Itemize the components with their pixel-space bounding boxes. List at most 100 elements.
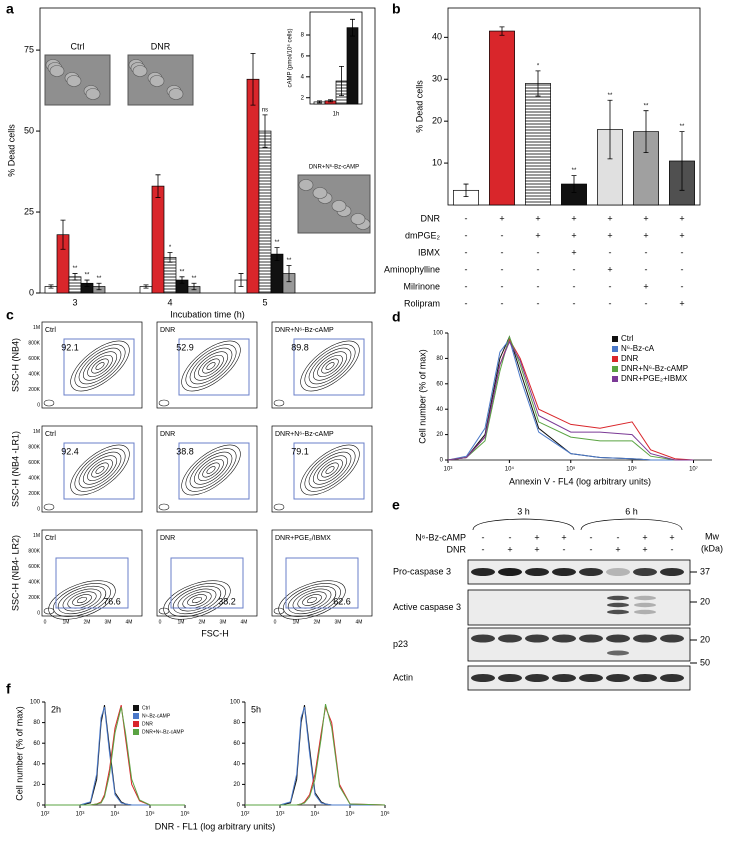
gate-percentage: 62.6 [333, 596, 351, 606]
treatment-sign: - [563, 544, 566, 554]
significance: ** [192, 276, 197, 282]
band [579, 674, 603, 682]
contour [91, 358, 109, 374]
x-tick-label: 10⁵ [566, 466, 576, 473]
histogram-line [447, 340, 694, 461]
y-tick-label: 2 [301, 95, 305, 101]
condition-sign: - [609, 247, 612, 257]
band [607, 602, 629, 608]
debris-contour [43, 607, 55, 615]
significance: ns [262, 107, 268, 113]
contour [189, 347, 233, 385]
y-tick-label: 100 [30, 700, 41, 706]
band [633, 674, 657, 682]
y-tick-label: 400K [28, 475, 40, 481]
histogram-line [245, 706, 385, 806]
condition-sign: - [645, 247, 648, 257]
panel-letter: a [6, 1, 14, 17]
condition-name: Milrinone [403, 281, 440, 291]
band [552, 674, 576, 682]
y-tick-label: 80 [436, 356, 443, 362]
debris-contour [43, 399, 55, 407]
contour [82, 351, 118, 381]
contour [202, 358, 220, 374]
band [633, 568, 657, 576]
condition-sign: - [609, 281, 612, 291]
error-bar [48, 284, 54, 289]
cell [350, 213, 366, 225]
contour-plot-frame [156, 321, 258, 409]
band [579, 568, 603, 576]
contour [182, 591, 212, 609]
error-bar [350, 18, 355, 37]
contour [206, 362, 216, 370]
condition-sign: - [681, 281, 684, 291]
contour [67, 591, 97, 609]
x-tick-label: 10⁴ [505, 466, 515, 473]
condition-sign: - [465, 230, 468, 240]
band [579, 634, 603, 643]
histogram-line [447, 338, 694, 461]
plot-title: DNR+N⁶-Bz-cAMP [275, 327, 334, 334]
contour [287, 585, 337, 615]
condition-sign: + [499, 213, 504, 223]
contour [82, 455, 118, 485]
error-bar [179, 276, 185, 284]
condition-name: dmPGE₂ [405, 230, 441, 240]
y-axis-label: Cell number (% of max) [417, 349, 427, 444]
contour [76, 596, 88, 604]
x-tick-label: 10⁵ [145, 811, 155, 818]
y-tick-label: 20 [432, 116, 442, 126]
x-tick-label: 2M [199, 619, 206, 625]
x-tick-label: 10³ [76, 812, 85, 818]
gate [170, 557, 244, 609]
contour [321, 462, 339, 478]
y-tick-label: 40 [432, 32, 442, 42]
gate [293, 442, 365, 500]
band [634, 609, 656, 615]
significance: ** [97, 276, 102, 282]
gate-percentage: 38.2 [218, 596, 236, 606]
x-tick-label: 10⁴ [310, 811, 320, 818]
y-tick-label: 4 [301, 74, 305, 80]
x-tick-label: 1M [293, 619, 300, 625]
condition-sign: + [607, 264, 612, 274]
cell [312, 187, 328, 199]
contour [70, 444, 130, 496]
blot-name: Actin [393, 672, 413, 682]
contour-plot-frame [271, 321, 373, 409]
treatment-sign: - [509, 532, 512, 542]
contour [312, 455, 348, 485]
y-tick-label: 75 [24, 44, 34, 54]
legend-label: N⁶-Bz-cAMP [142, 713, 171, 719]
contour-plot-frame [41, 425, 143, 513]
mw-marker: 20 [700, 634, 710, 644]
condition-sign: - [465, 281, 468, 291]
error-bar [274, 247, 280, 262]
mw-label: (kDa) [701, 543, 723, 553]
condition-sign: - [645, 298, 648, 308]
legend-swatch [133, 705, 139, 711]
contour [193, 351, 229, 381]
y-axis-label: % Dead cells [6, 124, 16, 177]
gate [178, 442, 250, 500]
treatment-sign: - [482, 544, 485, 554]
y-axis-label: Cell number (% of max) [14, 706, 24, 801]
y-tick-label: 0 [29, 287, 34, 297]
plot-title: DNR [160, 327, 175, 334]
x-tick-label: 3M [105, 619, 112, 625]
condition-name: Rolipram [404, 298, 440, 308]
gate [55, 557, 129, 609]
significance: ** [572, 168, 577, 174]
histogram-line [245, 705, 385, 806]
x-tick-label: 10³ [444, 467, 453, 473]
y-tick-label: 600K [28, 356, 40, 362]
y-tick-label: 0 [237, 803, 241, 809]
condition-sign: + [607, 230, 612, 240]
x-tick-label: 3M [335, 619, 342, 625]
treatment-sign: + [669, 532, 674, 542]
y-tick-label: 200K [28, 387, 40, 393]
error-bar [607, 99, 613, 160]
contour [95, 362, 105, 370]
band [552, 634, 576, 643]
